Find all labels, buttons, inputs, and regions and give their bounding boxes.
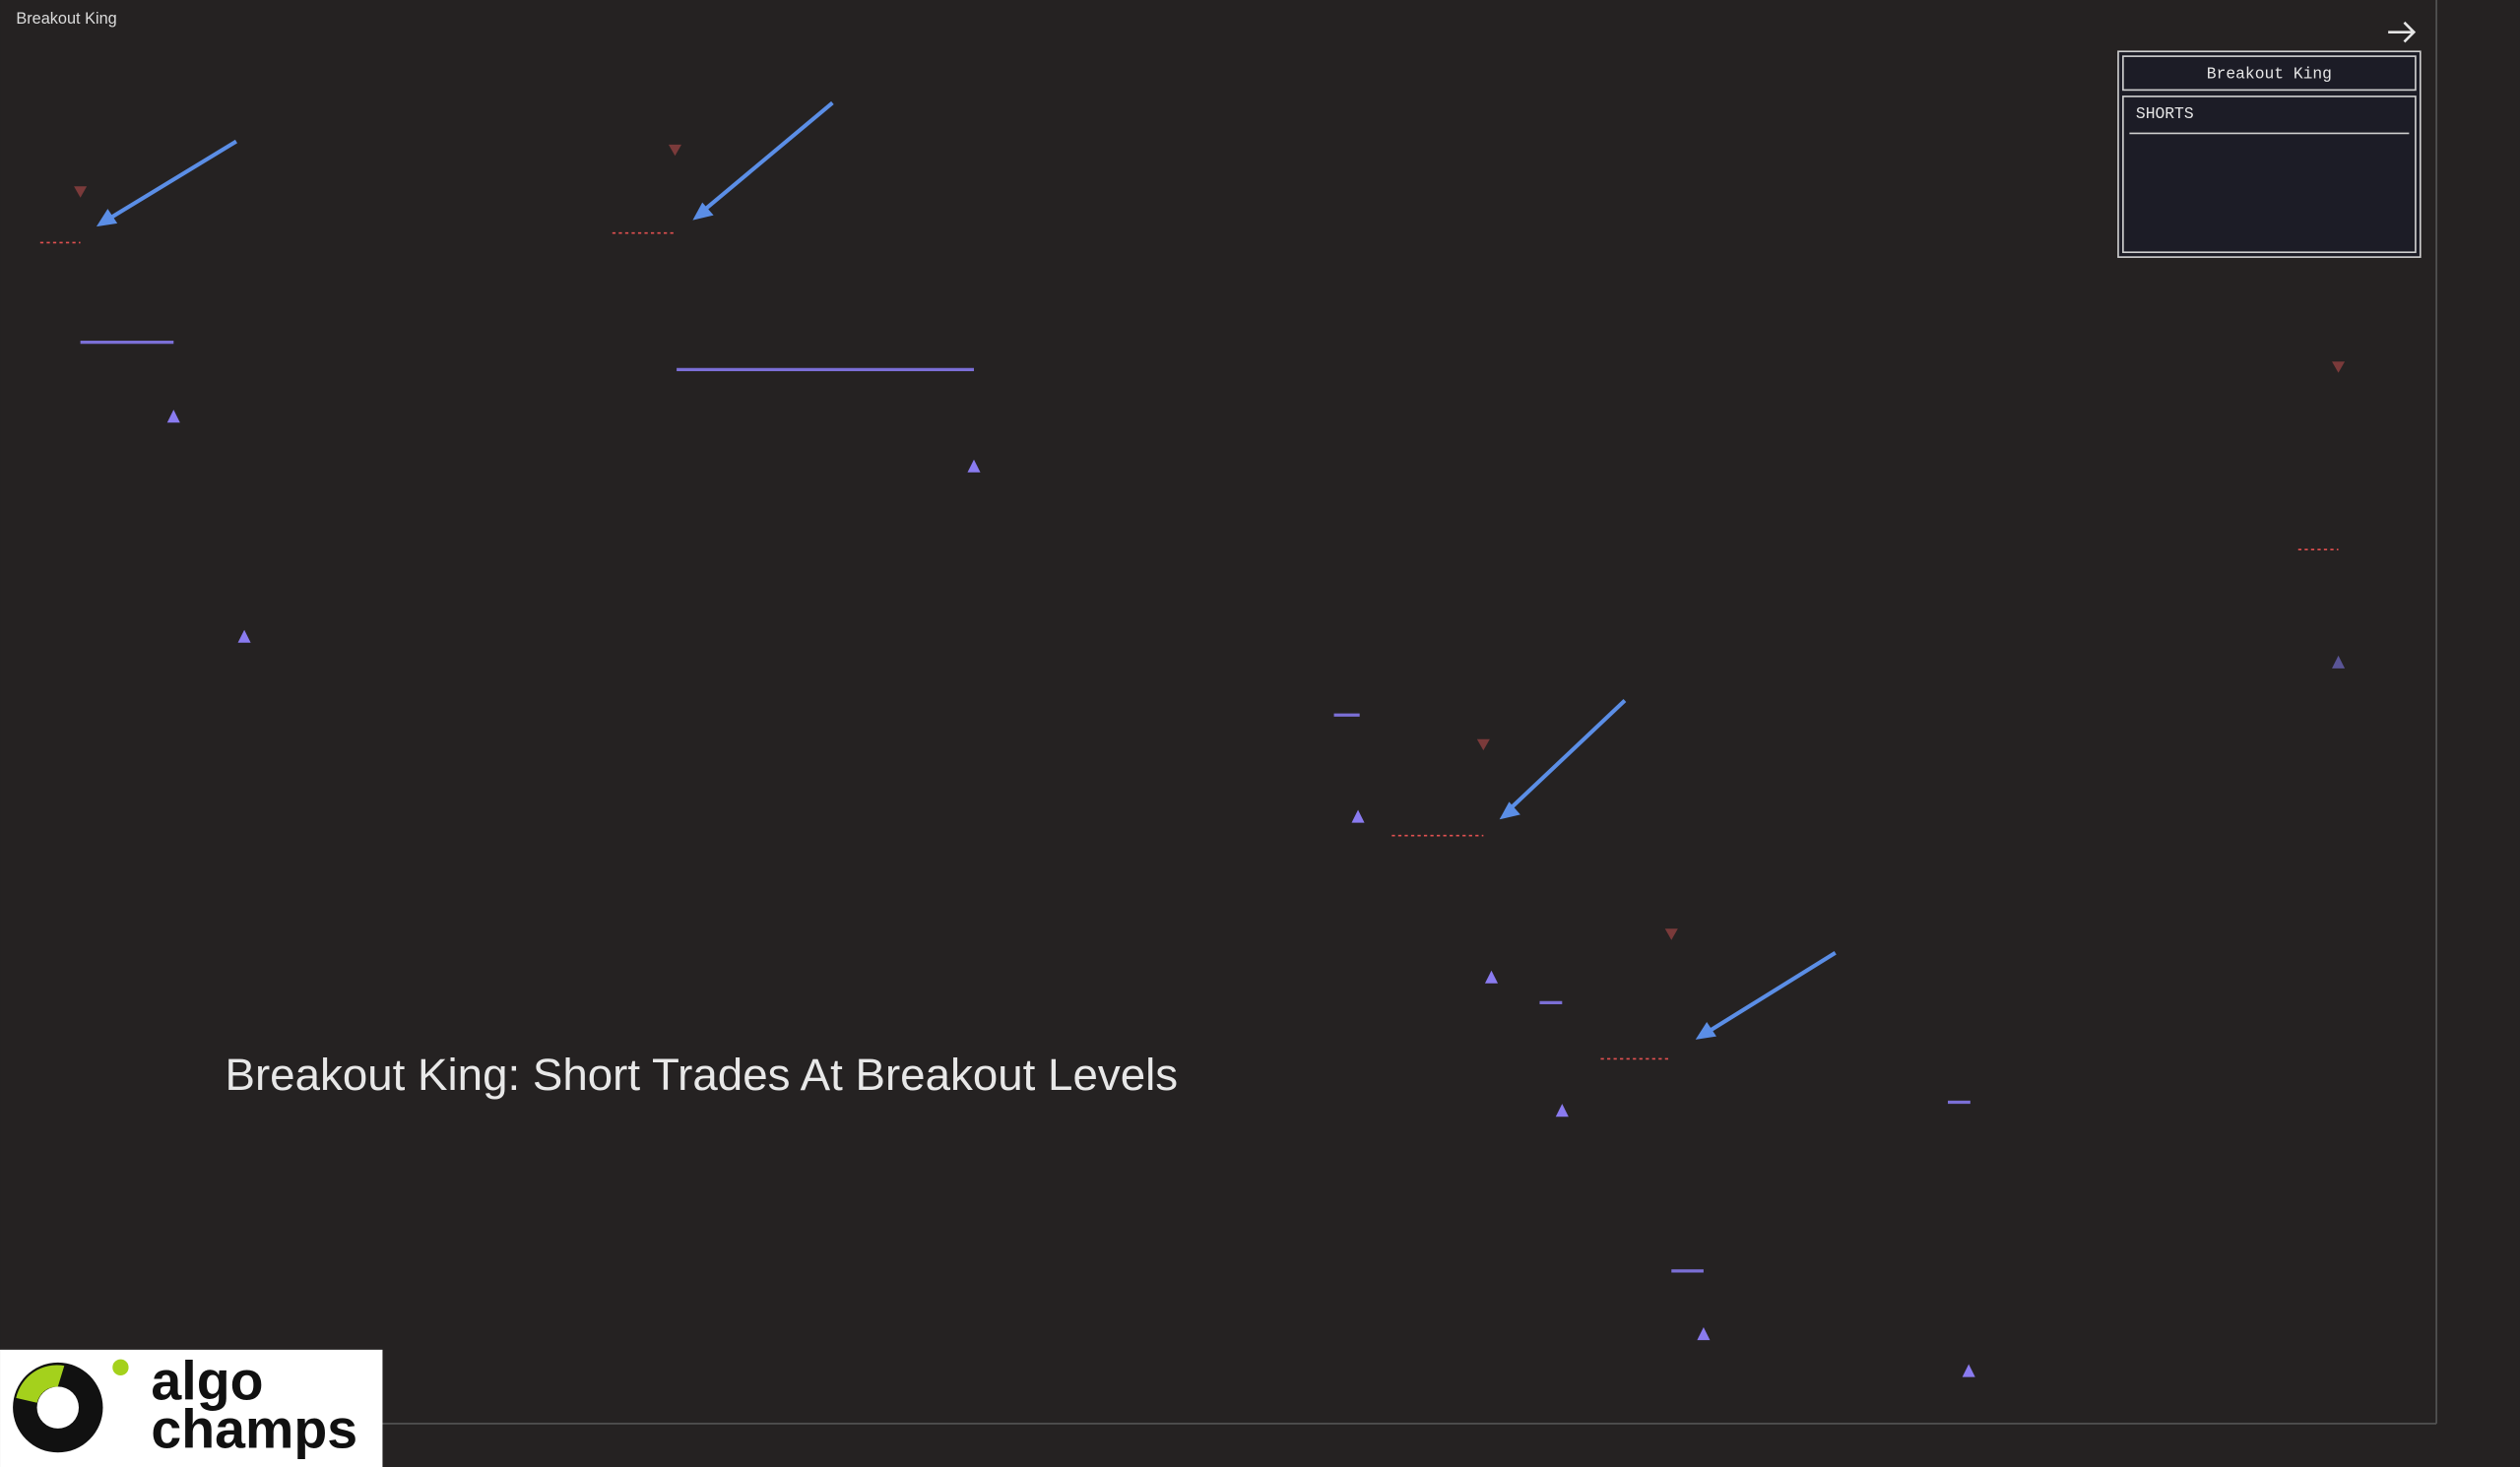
arrow — [1707, 951, 1837, 1034]
panel-box — [2122, 55, 2417, 92]
settings-panel: Breakout King SHORTS — [2117, 50, 2422, 258]
arrow-head — [96, 209, 118, 227]
panel-title: Breakout King — [2207, 64, 2332, 83]
entry-marker — [1476, 738, 1490, 751]
exit-marker — [1351, 809, 1365, 823]
annotation-arrows — [96, 100, 1837, 1040]
arrow-head — [1499, 801, 1520, 820]
arrow-head — [1695, 1021, 1716, 1040]
arrow — [704, 100, 834, 211]
exit-marker — [2332, 655, 2346, 669]
signal-markers — [74, 144, 2346, 1377]
panel-frame — [2117, 50, 2422, 258]
panel-box — [2122, 96, 2417, 254]
entry-marker — [2332, 361, 2346, 373]
expand-icon[interactable] — [2388, 21, 2417, 43]
logo-mark — [36, 1386, 79, 1429]
arrow — [1509, 699, 1627, 810]
chart-title: Breakout King: Short Trades At Breakout … — [226, 1050, 1179, 1100]
logo-dot — [112, 1359, 129, 1375]
exit-marker — [967, 459, 981, 473]
panel-section: SHORTS — [2136, 104, 2194, 123]
arrow — [107, 139, 237, 221]
entry-marker — [668, 144, 681, 157]
logo-text: champs — [151, 1398, 357, 1459]
indicator-name: Breakout King — [16, 10, 116, 28]
exit-marker — [1484, 970, 1499, 984]
logo-text: algo — [151, 1350, 263, 1411]
entry-marker — [1664, 928, 1678, 940]
exit-marker — [1697, 1327, 1711, 1341]
entry-marker — [74, 186, 88, 198]
arrow-head — [692, 202, 714, 221]
exit-marker — [1962, 1364, 1975, 1377]
exit-marker — [166, 410, 180, 423]
logo-mark — [16, 1365, 65, 1403]
exit-marker — [237, 629, 251, 643]
exit-marker — [1555, 1104, 1569, 1117]
logo: algo champs — [0, 1349, 383, 1467]
